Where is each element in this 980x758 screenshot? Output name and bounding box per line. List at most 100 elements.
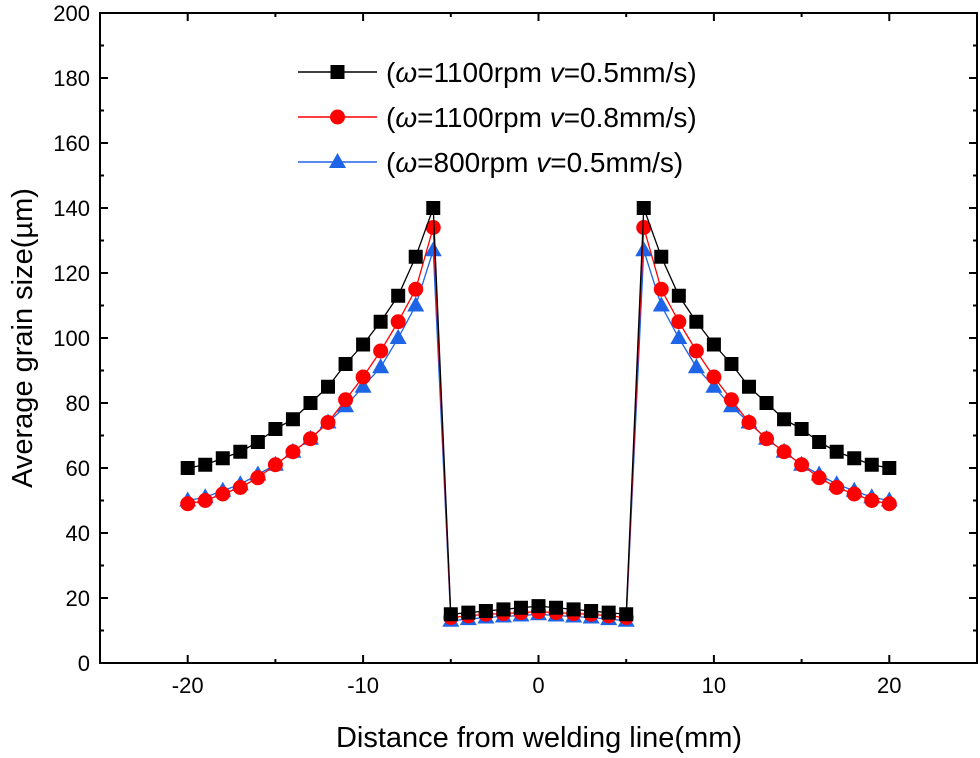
data-point — [391, 288, 406, 303]
legend: (ω=1100rpm v=0.5mm/s)(ω=1100rpm v=0.8mm/… — [298, 57, 697, 178]
legend-label-part: ( — [386, 57, 396, 88]
data-point — [706, 369, 722, 385]
legend-label-part: =0.8mm/s) — [564, 102, 697, 133]
plot-area — [179, 201, 898, 627]
data-point — [741, 379, 756, 394]
data-point — [776, 444, 792, 460]
data-point — [443, 607, 458, 622]
legend-marker — [329, 153, 346, 168]
data-point — [303, 396, 318, 410]
legend-label-part: =1100rpm — [417, 57, 550, 88]
data-point — [180, 496, 196, 512]
legend-label-part: v — [550, 102, 566, 133]
legend-label: (ω=800rpm v=0.5mm/s) — [386, 147, 683, 178]
data-point — [373, 314, 388, 329]
data-point — [215, 486, 231, 502]
data-point — [723, 392, 739, 408]
y-tick-label: 140 — [53, 196, 90, 221]
data-point — [549, 600, 564, 615]
data-point — [407, 296, 425, 312]
data-point — [268, 422, 283, 436]
data-point — [478, 604, 493, 618]
data-point — [513, 600, 528, 615]
series-line — [187, 250, 890, 622]
data-point — [198, 457, 213, 472]
data-point — [706, 337, 721, 352]
data-point — [846, 486, 862, 502]
x-tick-label: 10 — [702, 673, 726, 698]
data-point — [232, 480, 248, 495]
data-point — [759, 431, 775, 447]
data-point — [864, 457, 879, 472]
data-point — [619, 607, 634, 622]
legend-label-part: =0.5mm/s) — [550, 147, 683, 178]
series-1 — [180, 201, 897, 622]
data-point — [408, 281, 424, 297]
data-point — [759, 396, 774, 410]
y-tick-label: 180 — [53, 66, 90, 91]
data-point — [355, 369, 371, 385]
legend-label-part: =800rpm — [417, 147, 536, 178]
data-point — [794, 422, 809, 436]
legend-entry-3: (ω=800rpm v=0.5mm/s) — [298, 147, 683, 178]
legend-entry-1: (ω=1100rpm v=0.5mm/s) — [298, 57, 697, 88]
legend-label-part: ω — [395, 102, 417, 133]
data-point — [724, 357, 739, 371]
data-point — [671, 288, 686, 303]
y-tick-label: 160 — [53, 131, 90, 156]
data-point — [847, 451, 862, 466]
legend-label: (ω=1100rpm v=0.8mm/s) — [386, 102, 697, 133]
data-point — [654, 249, 669, 264]
data-point — [250, 435, 265, 449]
data-point — [688, 343, 704, 359]
data-point — [812, 435, 827, 449]
data-point — [425, 220, 441, 235]
data-point — [197, 493, 213, 508]
series-3 — [179, 241, 898, 627]
x-axis-title: Distance from welding line(mm) — [336, 722, 742, 754]
data-point — [829, 444, 844, 459]
data-point — [566, 602, 581, 617]
legend-label-part: ( — [386, 102, 396, 133]
data-point — [636, 201, 651, 215]
y-tick-label: 100 — [53, 326, 90, 351]
legend-label-part: v — [536, 147, 552, 178]
data-point — [670, 329, 688, 344]
legend-label-part: ( — [386, 147, 396, 178]
data-point — [531, 599, 546, 614]
data-point — [652, 296, 670, 312]
data-point — [302, 431, 318, 447]
data-point — [215, 451, 230, 466]
data-point — [461, 605, 476, 620]
y-tick-label: 0 — [78, 651, 90, 676]
data-point — [389, 329, 407, 344]
data-point — [285, 444, 301, 460]
data-point — [426, 201, 441, 215]
data-point — [881, 496, 897, 512]
data-point — [864, 493, 880, 508]
legend-label-part: v — [550, 57, 566, 88]
data-point — [408, 249, 423, 264]
data-point — [356, 337, 371, 352]
y-tick-label: 200 — [53, 1, 90, 26]
data-point — [601, 605, 616, 620]
data-point — [689, 314, 704, 329]
data-point — [777, 412, 792, 427]
data-point — [811, 470, 827, 486]
data-point — [424, 241, 442, 257]
y-tick-label: 60 — [66, 456, 90, 481]
legend-label-part: ω — [395, 57, 417, 88]
data-point — [671, 314, 687, 330]
y-tick-label: 120 — [53, 261, 90, 286]
data-point — [636, 220, 652, 235]
data-point — [584, 604, 599, 618]
data-point — [496, 602, 511, 617]
x-tick-label: 20 — [877, 673, 901, 698]
legend-label-part: =1100rpm — [417, 102, 550, 133]
data-point — [829, 480, 845, 495]
data-point — [267, 457, 283, 473]
data-point — [794, 457, 810, 473]
data-point — [653, 281, 669, 297]
x-tick-label: 0 — [532, 673, 544, 698]
